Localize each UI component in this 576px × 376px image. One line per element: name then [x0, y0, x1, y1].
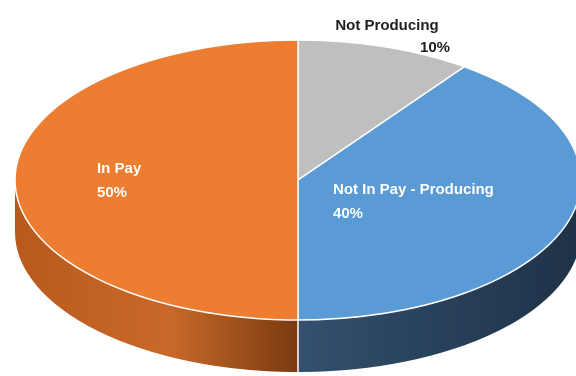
- label-not-producing-value: 10%: [420, 39, 450, 56]
- label-not-producing-name: Not Producing: [335, 17, 438, 34]
- pie-side-in-pay: [15, 180, 298, 372]
- pie-slice-in-pay: [14, 39, 299, 321]
- pie-slice-not-producing: [297, 39, 466, 181]
- pie-side-not-in-pay-producing: [298, 205, 576, 372]
- pie-slice-not-in-pay-producing: [297, 65, 576, 321]
- pie-sides: [15, 180, 576, 372]
- label-in-pay-value: 50%: [97, 184, 127, 201]
- label-not-in-pay-producing-name: Not In Pay - Producing: [333, 181, 494, 198]
- pie-tops: [14, 39, 576, 321]
- label-not-in-pay-producing-value: 40%: [333, 205, 363, 222]
- pie-labels: Not Producing 10% Not In Pay - Producing…: [97, 17, 494, 222]
- label-in-pay-name: In Pay: [97, 160, 142, 177]
